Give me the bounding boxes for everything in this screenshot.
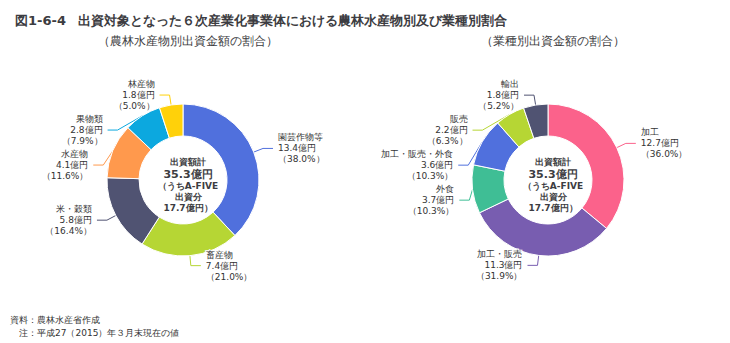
svg-text:（5.0%）: （5.0%） xyxy=(114,101,155,111)
svg-text:畜産物: 畜産物 xyxy=(206,250,233,260)
svg-text:外食: 外食 xyxy=(436,184,454,194)
svg-text:35.3億円: 35.3億円 xyxy=(163,168,212,181)
svg-text:資料：農林水産省作成: 資料：農林水産省作成 xyxy=(10,315,100,325)
svg-text:販売: 販売 xyxy=(450,114,468,124)
svg-text:（38.0%）: （38.0%） xyxy=(278,154,325,164)
svg-text:加工・販売: 加工・販売 xyxy=(477,249,522,259)
svg-text:13.4億円: 13.4億円 xyxy=(278,143,316,153)
svg-text:35.3億円: 35.3億円 xyxy=(528,168,577,181)
svg-text:（うちA-FIVE: （うちA-FIVE xyxy=(523,181,583,191)
svg-text:3.7億円: 3.7億円 xyxy=(422,195,454,205)
svg-text:12.7億円: 12.7億円 xyxy=(641,138,679,148)
svg-text:7.4億円: 7.4億円 xyxy=(206,261,238,271)
svg-text:4.1億円: 4.1億円 xyxy=(56,160,88,170)
svg-text:輸出: 輸出 xyxy=(501,79,519,89)
svg-text:2.8億円: 2.8億円 xyxy=(70,125,102,135)
svg-text:2.2億円: 2.2億円 xyxy=(435,125,467,135)
svg-text:（10.3%）: （10.3%） xyxy=(408,206,455,216)
svg-text:加工・販売・外食: 加工・販売・外食 xyxy=(381,149,453,159)
svg-text:図1-6-4: 図1-6-4 xyxy=(15,13,66,28)
svg-text:17.7億円）: 17.7億円） xyxy=(528,203,577,213)
svg-text:（5.2%）: （5.2%） xyxy=(478,101,519,111)
svg-text:（36.0%）: （36.0%） xyxy=(641,149,688,159)
svg-text:出資対象となった６次産業化事業体における農林水産物別及び業種: 出資対象となった６次産業化事業体における農林水産物別及び業種別割合 xyxy=(78,13,507,28)
svg-text:（業種別出資金額の割合）: （業種別出資金額の割合） xyxy=(481,34,625,48)
svg-text:1.8億円: 1.8億円 xyxy=(487,90,519,100)
svg-text:出資分: 出資分 xyxy=(540,192,568,202)
svg-text:11.3億円: 11.3億円 xyxy=(484,260,522,270)
svg-text:出資額計: 出資額計 xyxy=(535,157,571,167)
svg-text:（31.9%）: （31.9%） xyxy=(476,271,523,281)
svg-text:米・穀類: 米・穀類 xyxy=(56,204,92,214)
svg-text:（21.0%）: （21.0%） xyxy=(206,272,253,282)
svg-text:（10.3%）: （10.3%） xyxy=(407,171,454,181)
svg-text:（7.9%）: （7.9%） xyxy=(62,136,103,146)
svg-text:林産物: 林産物 xyxy=(127,79,155,89)
svg-text:園芸作物等: 園芸作物等 xyxy=(278,132,323,142)
svg-text:5.8億円: 5.8億円 xyxy=(60,215,92,225)
svg-text:3.6億円: 3.6億円 xyxy=(421,160,453,170)
svg-text:（16.4%）: （16.4%） xyxy=(45,226,92,236)
svg-text:注：平成27（2015）年３月末現在の値: 注：平成27（2015）年３月末現在の値 xyxy=(10,328,179,338)
svg-text:（6.3%）: （6.3%） xyxy=(427,136,468,146)
svg-text:（11.6%）: （11.6%） xyxy=(42,171,89,181)
svg-text:（うちA-FIVE: （うちA-FIVE xyxy=(158,181,218,191)
svg-text:1.8億円: 1.8億円 xyxy=(122,90,154,100)
svg-text:（農林水産物別出資金額の割合）: （農林水産物別出資金額の割合） xyxy=(98,34,278,48)
svg-text:水産物: 水産物 xyxy=(61,149,88,159)
svg-text:加工: 加工 xyxy=(641,127,659,137)
svg-text:17.7億円）: 17.7億円） xyxy=(163,203,212,213)
svg-text:出資分: 出資分 xyxy=(175,192,203,202)
svg-text:果物類: 果物類 xyxy=(76,114,103,124)
svg-text:出資額計: 出資額計 xyxy=(170,157,206,167)
